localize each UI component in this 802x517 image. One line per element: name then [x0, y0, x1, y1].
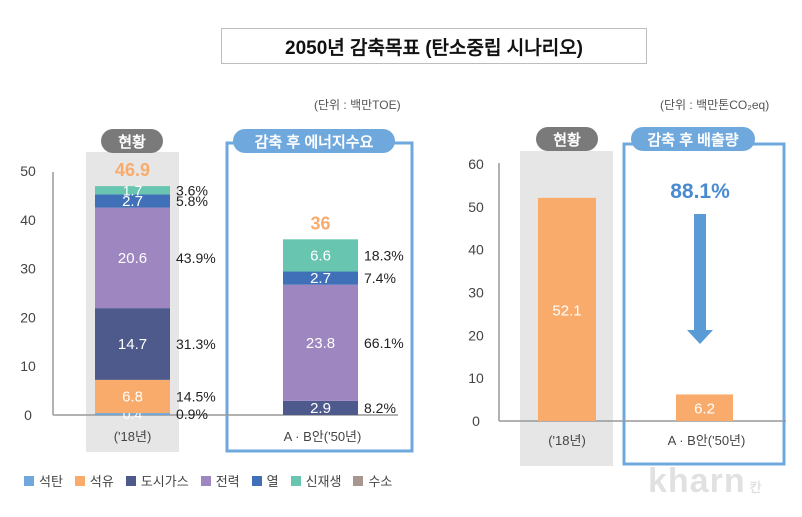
bar-segment-electricity — [283, 284, 358, 401]
bar-value-label: 52.1 — [552, 302, 581, 319]
badge-current-2-label: 현황 — [553, 131, 581, 149]
legend-item-city_gas: 도시가스 — [125, 471, 189, 490]
x-category-label: ('18년) — [114, 429, 152, 444]
y-tick-label: 20 — [20, 309, 36, 325]
badge-after-2 — [631, 127, 755, 151]
y-tick-label: 30 — [468, 285, 484, 301]
unit-label-energy: (단위 : 백만TOE) — [314, 98, 401, 112]
segment-value-label: 2.7 — [310, 270, 331, 287]
x-category-label: A · B안('50년) — [284, 429, 362, 444]
total-label: 46.9 — [115, 160, 150, 180]
legend-item-electricity: 전력 — [200, 471, 240, 490]
legend-swatch — [74, 475, 85, 486]
badge-after-2-label: 감축 후 배출량 — [647, 131, 738, 149]
legend-swatch — [200, 475, 211, 486]
segment-pct-label: 8.2% — [364, 400, 396, 416]
y-tick-label: 20 — [468, 327, 484, 343]
bar-segment-coal — [95, 413, 170, 415]
y-tick-label: 10 — [468, 370, 484, 386]
segment-value-label: 2.9 — [310, 400, 331, 417]
page-title: 2050년 감축목표 (탄소중립 시나리오) — [221, 28, 647, 64]
y-tick-label: 50 — [20, 163, 36, 179]
legend-item-oil: 석유 — [74, 471, 114, 490]
bar-segment-city_gas — [283, 400, 358, 415]
legend-item-renewable: 신재생 — [290, 471, 342, 490]
bar-segment-heat — [283, 271, 358, 285]
segment-pct-label: 14.5% — [176, 388, 216, 404]
badge-current-label: 현황 — [118, 133, 146, 151]
y-tick-label: 30 — [20, 261, 36, 277]
badge-after-label: 감축 후 에너지수요 — [255, 133, 374, 151]
segment-pct-label: 31.3% — [176, 336, 216, 352]
watermark-logo: kharn 칸 — [648, 462, 763, 500]
legend-label: 수소 — [368, 474, 393, 489]
x-category-label: ('18년) — [548, 433, 586, 448]
segment-value-label: 6.8 — [122, 388, 143, 405]
segment-pct-label: 3.6% — [176, 182, 208, 198]
y-tick-label: 60 — [468, 156, 484, 172]
badge-after — [233, 129, 395, 153]
badge-current — [101, 129, 163, 153]
legend-swatch — [125, 475, 136, 486]
legend-label: 도시가스 — [140, 474, 189, 489]
badge-current-2 — [536, 127, 598, 151]
legend-label: 신재생 — [305, 474, 342, 489]
bar-segment-oil — [95, 379, 170, 414]
y-tick-label: 50 — [468, 199, 484, 215]
segment-pct-label: 7.4% — [364, 270, 396, 286]
legend-label: 열 — [266, 474, 279, 489]
legend-item-hydrogen: 수소 — [353, 471, 392, 490]
legend-item-heat: 열 — [251, 471, 279, 490]
y-tick-label: 40 — [20, 212, 36, 228]
reduction-pct-label: 88.1% — [670, 180, 730, 203]
legend: 석탄 석유 도시가스 전력 열 신재생 수소 — [24, 471, 392, 490]
legend-swatch — [251, 475, 262, 486]
bar-segment-electricity — [95, 207, 170, 309]
y-tick-label: 10 — [20, 358, 36, 374]
segment-pct-label: 18.3% — [364, 247, 404, 263]
segment-pct-label: 0.9% — [176, 406, 208, 422]
legend-swatch — [353, 475, 364, 486]
down-arrow-shaft-icon — [694, 214, 706, 330]
bar-segment-renewable — [283, 239, 358, 272]
legend-label: 석탄 — [39, 474, 63, 489]
bar-segment-renewable — [95, 186, 170, 195]
bar-segment-city_gas — [95, 308, 170, 380]
unit-label-emission: (단위 : 백만톤CO₂eq) — [660, 98, 770, 112]
segment-value-label: 20.6 — [118, 250, 147, 267]
down-arrow-head-icon — [687, 330, 713, 344]
emission-bar — [538, 197, 596, 421]
segment-value-label: 14.7 — [118, 336, 147, 353]
x-category-label: A · B안('50년) — [668, 433, 746, 448]
segment-pct-label: 5.8% — [176, 193, 208, 209]
segment-pct-label: 43.9% — [176, 250, 216, 266]
legend-swatch — [290, 475, 301, 486]
segment-value-label: 2.7 — [122, 193, 143, 210]
bar-segment-heat — [95, 194, 170, 208]
legend-item-coal: 석탄 — [24, 471, 63, 490]
legend-label: 전력 — [215, 474, 240, 489]
y-tick-label: 0 — [472, 413, 480, 429]
segment-value-label: 1.7 — [123, 182, 143, 198]
legend-label: 석유 — [89, 474, 114, 489]
y-tick-label: 40 — [468, 242, 484, 258]
legend-swatch — [24, 475, 34, 486]
y-tick-label: 0 — [24, 407, 32, 423]
total-label: 36 — [310, 213, 330, 233]
bar-value-label: 6.2 — [694, 401, 715, 418]
segment-pct-label: 66.1% — [364, 335, 404, 351]
segment-value-label: 6.6 — [310, 247, 331, 264]
emission-bar — [676, 394, 733, 421]
segment-value-label: 23.8 — [306, 335, 335, 352]
